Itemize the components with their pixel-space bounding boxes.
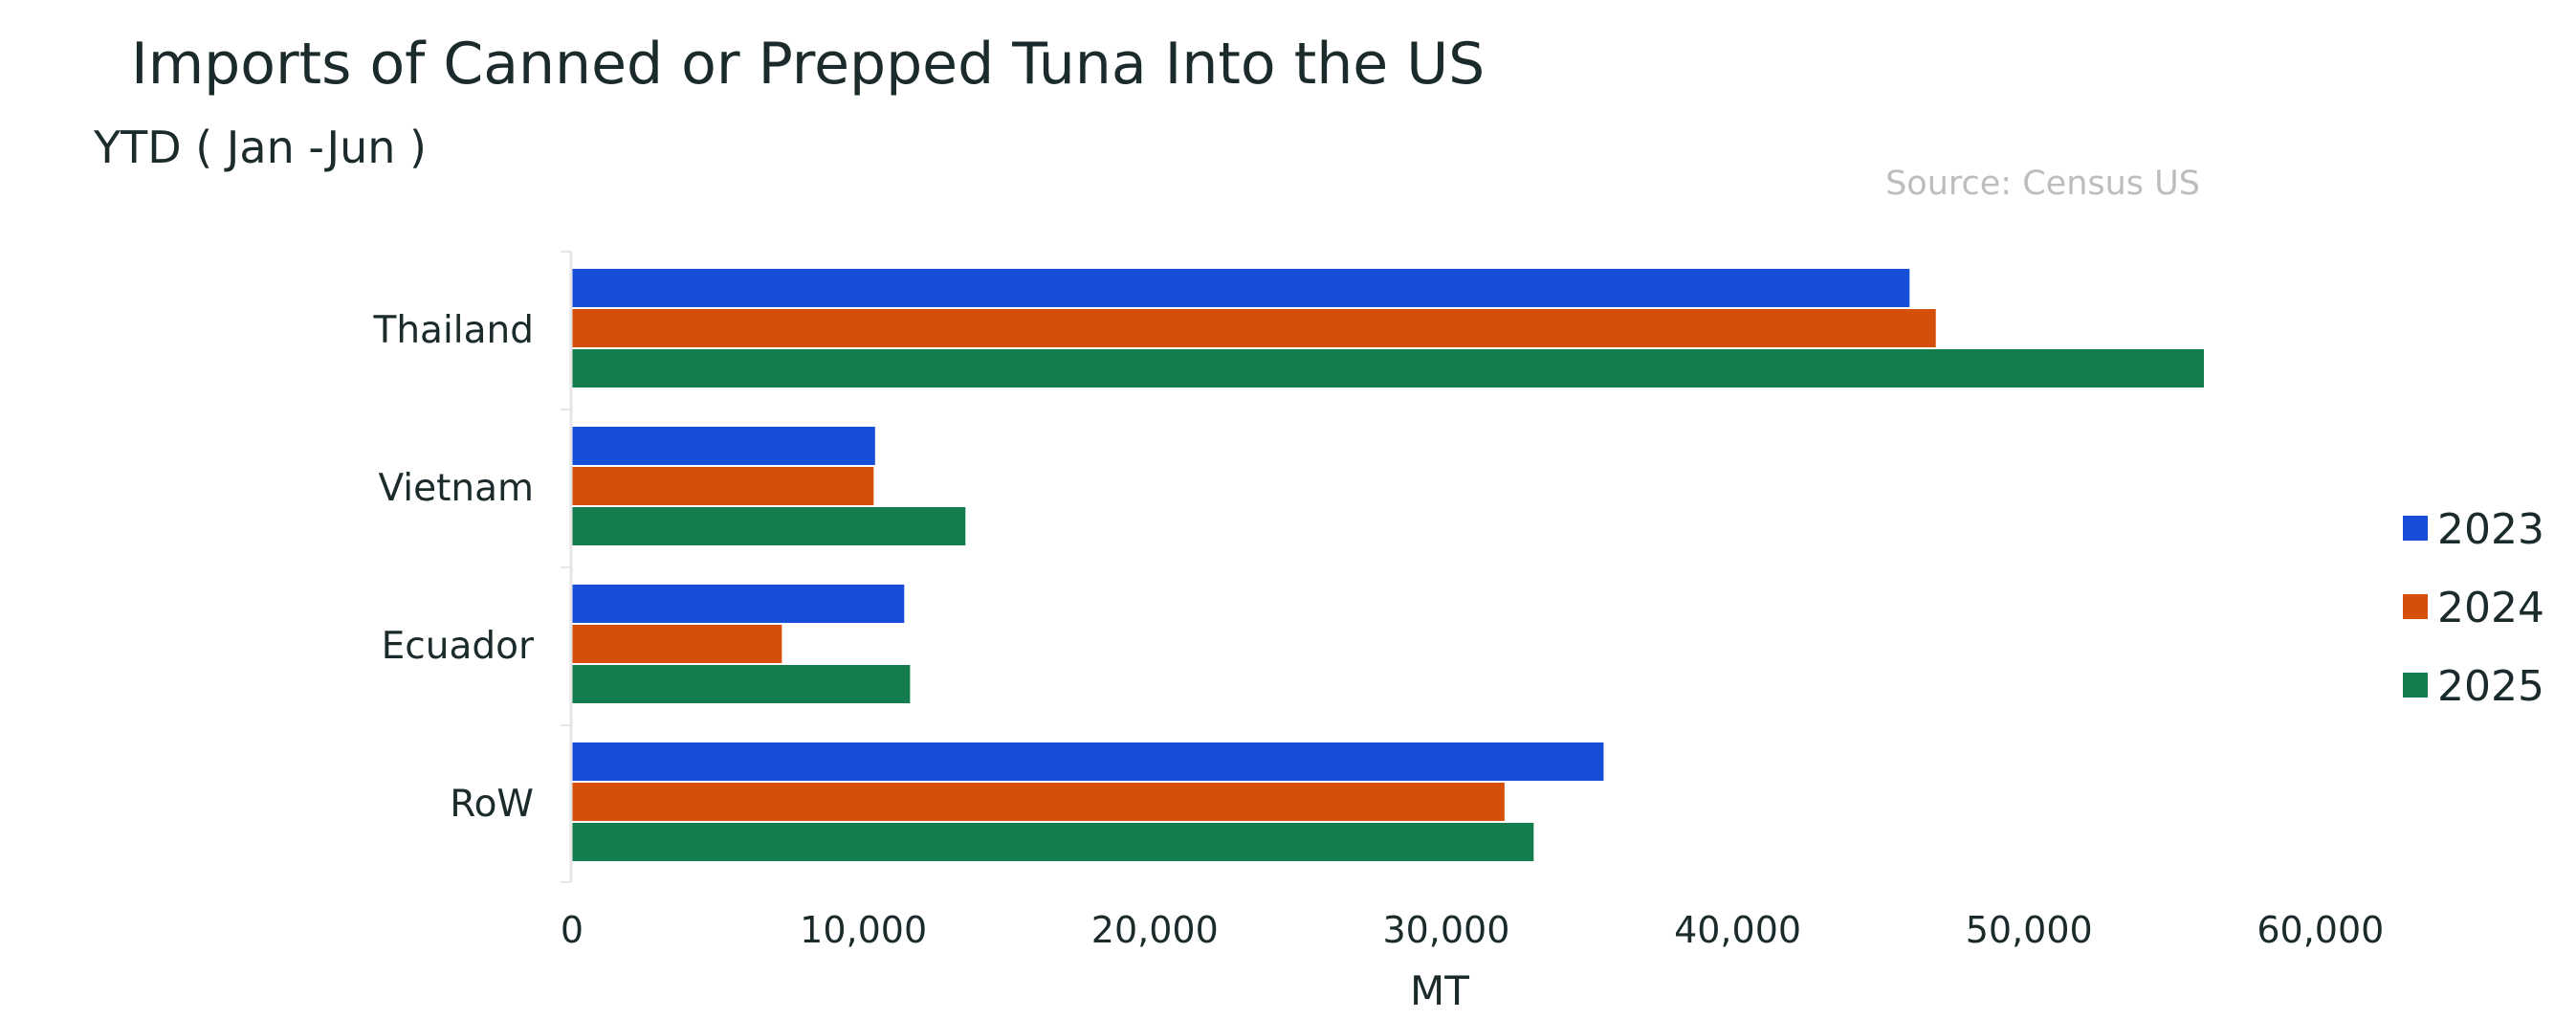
category-label-thailand: Thailand — [373, 309, 534, 352]
category-label-row: RoW — [450, 783, 534, 826]
bar-row-2024 — [572, 783, 1505, 821]
legend-swatch-2023 — [2403, 516, 2428, 541]
bar-thailand-2025 — [572, 349, 2204, 388]
x-tick-label: 40,000 — [1674, 909, 1801, 951]
legend-label-2023: 2023 — [2437, 505, 2544, 554]
legend: 2023 2024 2025 — [2403, 505, 2544, 711]
bar-thailand-2023 — [572, 269, 1910, 307]
chart-subtitle: YTD ( Jan -Jun ) — [93, 122, 427, 173]
source-note: Source: Census US — [1885, 165, 2200, 203]
bars-layer — [572, 269, 2204, 861]
legend-swatch-2025 — [2403, 673, 2428, 698]
bar-ecuador-2024 — [572, 625, 782, 663]
category-label-ecuador: Ecuador — [382, 625, 535, 668]
bar-vietnam-2025 — [572, 507, 966, 545]
legend-label-2025: 2025 — [2437, 662, 2544, 711]
x-tick-label: 0 — [561, 909, 583, 951]
category-label-vietnam: Vietnam — [378, 467, 534, 510]
chart-title: Imports of Canned or Prepped Tuna Into t… — [131, 31, 1485, 98]
x-tick-label: 30,000 — [1382, 909, 1509, 951]
category-labels: Thailand Vietnam Ecuador RoW — [373, 309, 535, 826]
x-tick-label: 10,000 — [800, 909, 927, 951]
legend-swatch-2024 — [2403, 594, 2428, 619]
bar-ecuador-2023 — [572, 585, 905, 623]
bar-thailand-2024 — [572, 309, 1936, 347]
axis-layer — [561, 251, 573, 883]
x-tick-label: 20,000 — [1091, 909, 1219, 951]
bar-vietnam-2024 — [572, 467, 874, 505]
bar-ecuador-2025 — [572, 665, 911, 703]
x-axis-title: MT — [1410, 967, 1469, 1014]
x-axis-ticks: 0 10,000 20,000 30,000 40,000 50,000 60,000 — [561, 909, 2384, 951]
bar-vietnam-2023 — [572, 427, 875, 465]
bar-row-2025 — [572, 823, 1534, 861]
x-tick-label: 50,000 — [1966, 909, 2093, 951]
x-tick-label: 60,000 — [2257, 909, 2384, 951]
legend-label-2024: 2024 — [2437, 584, 2544, 632]
bar-row-2023 — [572, 742, 1604, 781]
